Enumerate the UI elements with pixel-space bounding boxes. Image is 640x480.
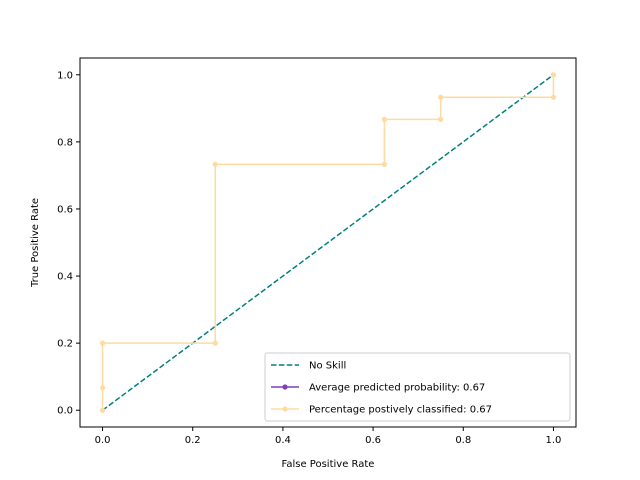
legend-label-2: Percentage postively classified: 0.67 [309, 405, 492, 416]
x-tick-label: 0.6 [365, 435, 381, 446]
legend-label-0: No Skill [309, 361, 346, 372]
y-axis-label: True Positive Rate [30, 198, 41, 288]
series-2-point [99, 407, 106, 413]
y-tick-label: 1.0 [57, 70, 73, 81]
series-2-point [212, 340, 218, 346]
y-tick-label: 0.0 [57, 406, 73, 417]
y-tick-label: 0.4 [57, 272, 73, 283]
ticks: 0.0 0.2 0.4 0.6 0.8 1.0 0.0 0.2 0.4 0.6 0.8 1.0 [57, 70, 561, 446]
legend-label-1: Average predicted probability: 0.67 [309, 383, 485, 394]
legend-marker-2 [282, 406, 288, 412]
series-2-point [438, 94, 444, 100]
series-2-point [438, 116, 444, 122]
x-tick-label: 0.8 [455, 435, 471, 446]
series-2-point [212, 161, 218, 167]
series-line-0 [102, 74, 554, 411]
legend-box [264, 352, 571, 422]
x-tick-label: 0.0 [95, 435, 111, 446]
x-tick-label: 0.2 [185, 435, 201, 446]
axes-frame [79, 57, 577, 428]
series-2-point [381, 161, 387, 167]
x-tick-label: 1.0 [546, 435, 562, 446]
series-2-point [381, 116, 387, 122]
y-tick-label: 0.8 [57, 137, 73, 148]
series-2-point [99, 340, 106, 346]
plot-area [99, 72, 557, 413]
series-2-point [99, 385, 106, 391]
series-2-point [550, 72, 557, 78]
legend: No Skill Average predicted probability: 0… [264, 352, 571, 422]
legend-marker-1 [282, 384, 288, 390]
series-2-point [550, 94, 557, 100]
y-tick-label: 0.6 [57, 204, 73, 215]
x-axis-label: False Positive Rate [282, 459, 375, 470]
y-tick-label: 0.2 [57, 339, 73, 350]
x-tick-label: 0.4 [275, 435, 291, 446]
